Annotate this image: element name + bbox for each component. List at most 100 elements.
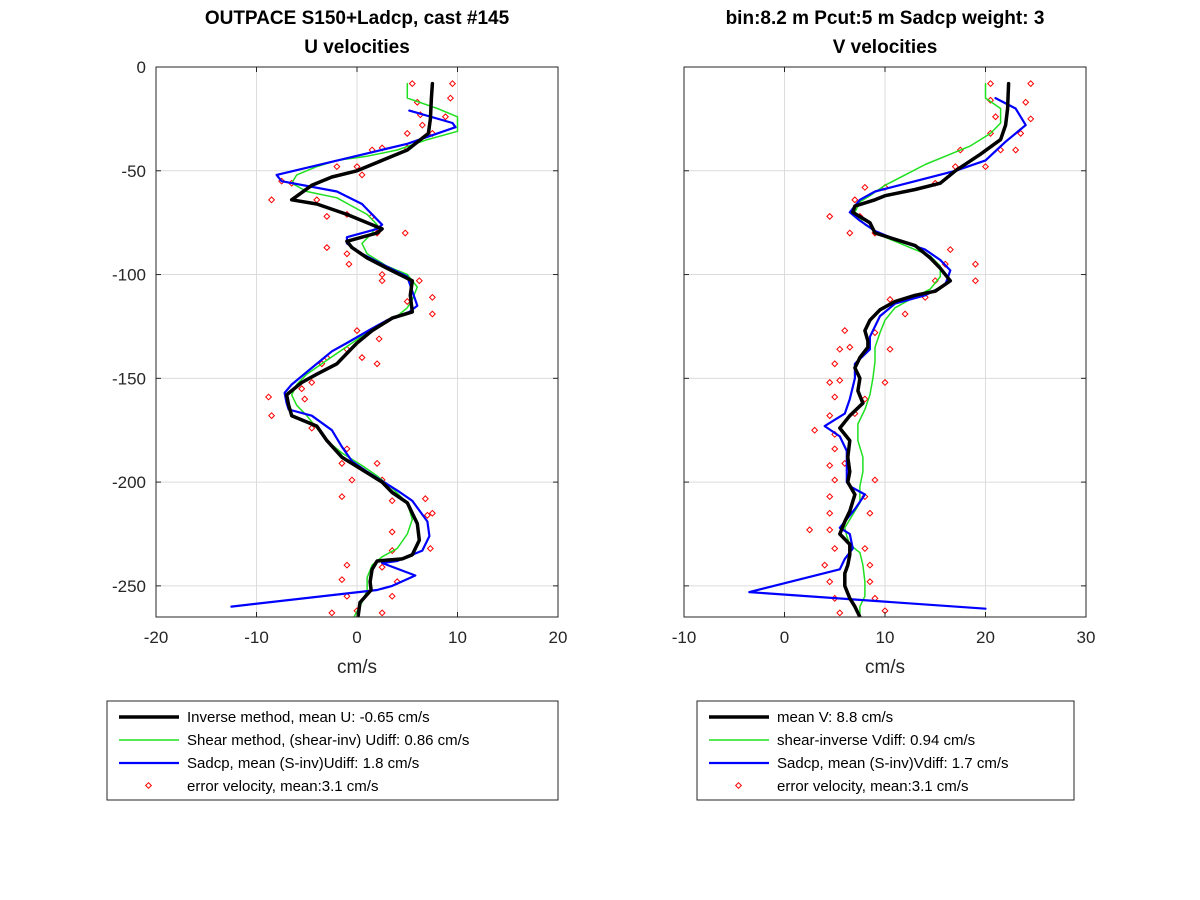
legend-label-shear-u: Shear method, (shear-inv) Udiff: 0.86 cm… <box>187 732 469 749</box>
legend-v: mean V: 8.8 cm/s shear-inverse Vdiff: 0.… <box>696 700 1075 801</box>
x-tick-label-v: 0 <box>780 628 789 647</box>
error-velocity-marker-u <box>268 412 276 420</box>
series-line-inverse-u <box>284 81 435 617</box>
error-velocity-marker-v <box>986 96 995 104</box>
y-tick-label-u: -200 <box>112 473 146 492</box>
error-velocity-marker-u <box>388 497 396 505</box>
error-velocity-marker-v <box>1012 146 1020 154</box>
error-velocity-marker-v <box>826 461 834 470</box>
error-velocity-marker-u <box>343 592 351 600</box>
error-velocity-marker-v <box>846 343 854 351</box>
error-velocity-marker-v <box>866 578 874 586</box>
legend-label-inverse-v: mean V: 8.8 cm/s <box>777 709 893 726</box>
grid-v <box>684 67 1086 617</box>
chart-subtitle-u: U velocities <box>304 37 410 58</box>
error-velocity-marker-u <box>338 459 346 467</box>
series-group-v <box>748 80 1035 617</box>
error-velocity-marker-u <box>378 277 386 285</box>
error-velocity-marker-u <box>301 395 309 403</box>
error-velocity-marker-v <box>811 426 819 434</box>
y-tick-label-u: -250 <box>112 577 146 596</box>
series-line-sadcp-v <box>748 96 1027 610</box>
series-line-sadcp-u <box>230 109 457 608</box>
error-velocity-marker-u <box>426 544 434 553</box>
y-tick-label-u: 0 <box>137 58 146 77</box>
legend-label-inverse-u: Inverse method, mean U: -0.65 cm/s <box>187 709 430 726</box>
error-velocity-marker-u <box>308 424 316 432</box>
error-velocity-marker-v <box>1017 129 1025 137</box>
y-tick-label-u: -100 <box>112 266 146 285</box>
error-velocity-marker-u <box>308 378 316 387</box>
error-velocity-marker-u <box>388 528 396 536</box>
error-velocity-marker-v <box>846 229 854 237</box>
series-clip-u <box>230 80 459 617</box>
error-velocity-marker-v <box>861 183 869 191</box>
error-velocity-marker-u <box>378 271 386 279</box>
error-velocity-marker-u <box>375 335 383 343</box>
error-velocity-marker-u <box>388 592 396 600</box>
x-tick-label-v: 20 <box>976 628 995 647</box>
error-velocity-marker-u <box>353 163 361 171</box>
series-line-inverse-v <box>838 81 1011 617</box>
x-tick-label-u: 0 <box>352 628 361 647</box>
legend-label-sadcp-v: Sadcp, mean (S-inv)Vdiff: 1.7 cm/s <box>777 755 1008 772</box>
error-velocity-marker-v <box>886 295 894 303</box>
error-velocity-marker-v <box>986 80 995 88</box>
error-velocity-marker-u <box>446 94 455 102</box>
y-tick-label-u: -150 <box>112 369 146 388</box>
error-velocity-marker-u <box>378 563 386 571</box>
error-velocity-marker-v <box>1027 115 1035 123</box>
error-velocity-marker-u <box>373 360 381 368</box>
error-velocity-marker-v <box>831 393 839 401</box>
chart-title-u: OUTPACE S150+Ladcp, cast #145 <box>205 8 510 29</box>
error-velocity-marker-u <box>343 561 351 569</box>
error-velocity-marker-v <box>826 509 834 517</box>
panel-u: OUTPACE S150+Ladcp, cast #145 U velociti… <box>112 8 567 678</box>
error-velocity-marker-v <box>826 578 834 586</box>
error-velocity-marker-v <box>831 360 839 368</box>
error-velocity-marker-u <box>328 609 336 617</box>
error-velocity-marker-u <box>441 113 449 121</box>
tick-group-v: -10 0 10 20 30 <box>672 66 1096 647</box>
error-velocity-marker-u <box>265 393 273 401</box>
error-velocity-marker-u <box>358 354 366 362</box>
error-velocity-marker-v <box>826 526 834 534</box>
error-velocity-marker-u <box>418 121 426 129</box>
error-velocity-marker-u <box>408 80 416 88</box>
series-group-u <box>230 80 459 617</box>
x-tick-label-u: -10 <box>244 628 269 647</box>
legend-box-u <box>106 700 559 801</box>
tick-group-u: -20 -10 0 10 200-50-100-150-200-250 <box>112 58 567 647</box>
grid-u <box>156 67 558 617</box>
error-velocity-marker-u <box>423 511 431 519</box>
legend-marker-error-u <box>144 781 153 790</box>
series-line-shear-v <box>844 82 1002 617</box>
error-velocity-marker-v <box>901 310 909 318</box>
error-velocity-marker-u <box>333 163 341 171</box>
legend-label-sadcp-u: Sadcp, mean (S-inv)Udiff: 1.8 cm/s <box>187 755 419 772</box>
x-tick-label-v: 30 <box>1077 628 1096 647</box>
x-tick-label-u: 20 <box>549 628 568 647</box>
error-velocity-marker-v <box>836 345 844 353</box>
error-velocity-marker-v <box>971 277 979 285</box>
x-tick-label-u: 10 <box>448 628 467 647</box>
error-velocity-marker-v <box>1022 98 1030 106</box>
error-velocity-marker-u <box>428 509 436 517</box>
error-velocity-marker-u <box>403 297 411 306</box>
error-velocity-marker-v <box>981 163 990 171</box>
x-axis-label-v: cm/s <box>865 657 905 678</box>
error-velocity-marker-v <box>886 345 894 353</box>
error-velocity-marker-u <box>338 493 346 501</box>
error-velocity-marker-v <box>836 609 844 617</box>
error-velocity-marker-u <box>421 495 429 503</box>
error-velocity-marker-u <box>323 244 331 252</box>
legend-label-error-u: error velocity, mean:3.1 cm/s <box>187 778 378 795</box>
error-velocity-marker-u <box>403 129 411 137</box>
error-velocity-marker-u <box>323 212 331 220</box>
x-tick-label-u: -20 <box>144 628 169 647</box>
error-velocity-marker-u <box>428 293 436 301</box>
error-velocity-marker-v <box>806 526 814 534</box>
legend-marker-error-v <box>734 781 743 790</box>
error-velocity-marker-u <box>348 476 356 484</box>
chart-title-v: bin:8.2 m Pcut:5 m Sadcp weight: 3 <box>726 8 1045 29</box>
